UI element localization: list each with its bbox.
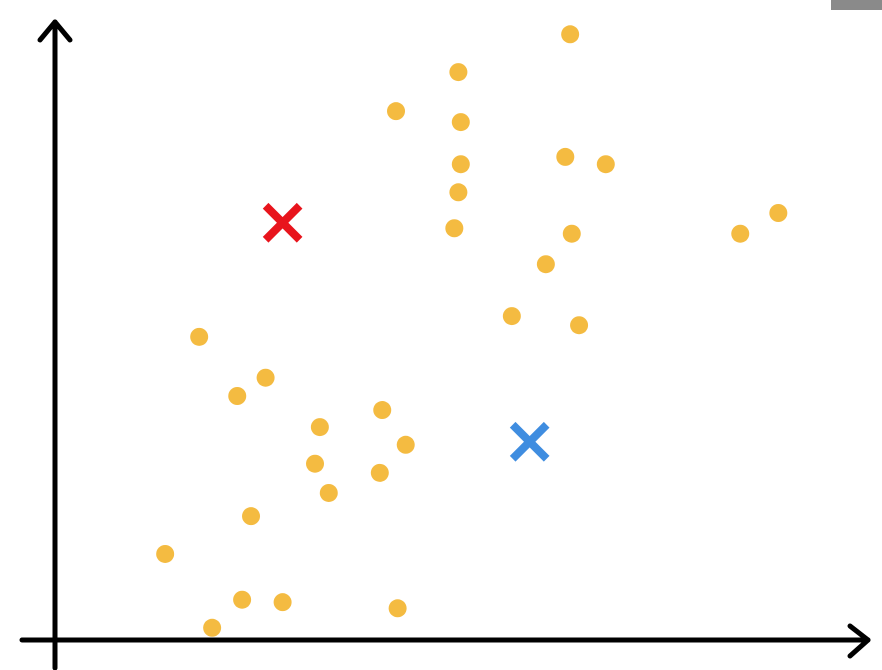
y-arrow xyxy=(37,19,73,43)
data-point xyxy=(445,219,464,238)
x-arrow xyxy=(847,623,871,659)
data-point xyxy=(502,307,521,326)
data-point xyxy=(449,63,468,82)
data-point xyxy=(769,204,788,222)
data-point xyxy=(273,593,292,612)
data-point xyxy=(203,618,222,637)
data-point xyxy=(570,316,589,335)
centroid xyxy=(509,421,550,462)
data-point xyxy=(561,25,580,44)
corner-overlay xyxy=(831,0,882,10)
data-point xyxy=(370,463,389,482)
data-point xyxy=(596,155,615,174)
data-point xyxy=(451,113,470,132)
data-point xyxy=(242,507,261,526)
data-point xyxy=(228,387,247,405)
data-point xyxy=(156,544,175,563)
axes xyxy=(19,19,871,670)
data-point xyxy=(396,435,415,454)
data-point xyxy=(451,155,470,174)
centroid xyxy=(262,202,303,243)
data-point xyxy=(319,483,338,502)
data-point xyxy=(387,102,406,121)
centroid-stroke xyxy=(262,202,303,243)
data-point xyxy=(373,401,392,420)
data-point xyxy=(233,590,252,609)
data-point xyxy=(562,224,581,243)
data-point xyxy=(310,418,329,437)
data-point xyxy=(536,255,555,274)
data-point xyxy=(731,224,750,243)
data-point xyxy=(449,183,468,202)
data-point xyxy=(306,454,325,473)
data-point xyxy=(388,599,407,618)
data-point xyxy=(556,147,575,166)
centroid-stroke xyxy=(509,421,550,462)
data-point xyxy=(256,368,275,387)
data-point xyxy=(190,327,209,346)
